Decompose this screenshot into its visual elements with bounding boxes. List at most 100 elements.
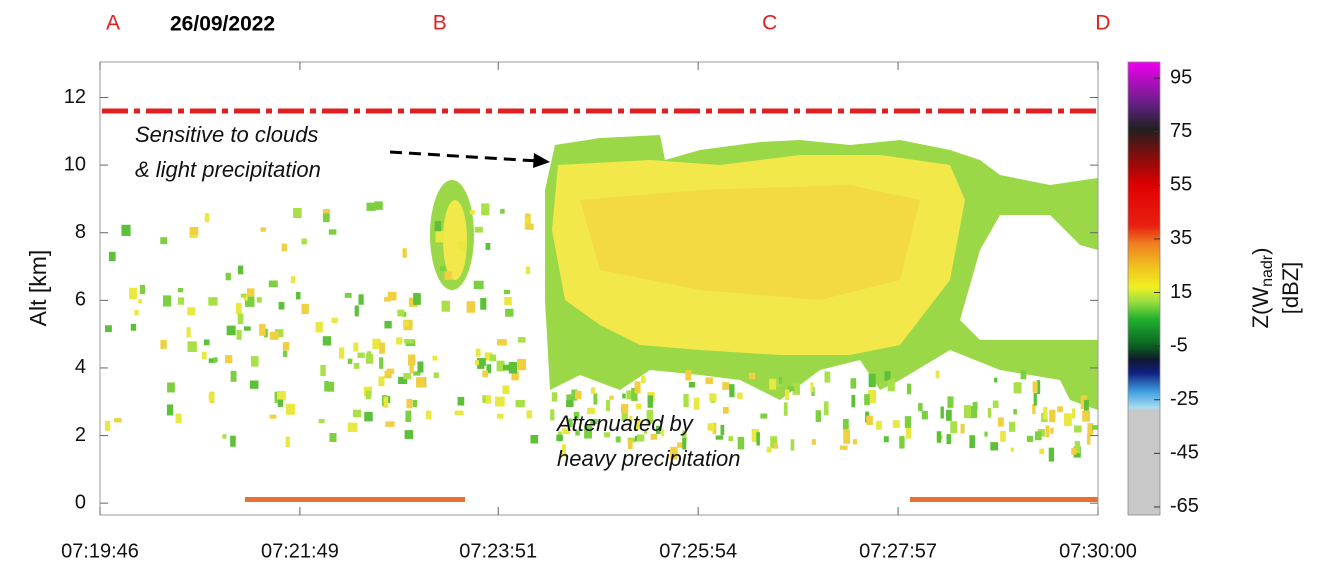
echo-pixel bbox=[1039, 448, 1045, 455]
echo-pixel bbox=[269, 331, 279, 340]
waypoint-label: B bbox=[433, 12, 447, 35]
y-axis-label: Alt [km] bbox=[25, 250, 51, 327]
echo-pixel bbox=[500, 208, 505, 214]
echo-pixel bbox=[208, 392, 215, 402]
echo-pixel bbox=[987, 408, 992, 418]
echo-pixel bbox=[365, 390, 371, 400]
y-tick-label: 10 bbox=[64, 153, 86, 175]
echo-pixel bbox=[729, 384, 735, 398]
echo-pixel bbox=[379, 342, 385, 354]
echo-pixel bbox=[994, 377, 998, 383]
echo-pixel bbox=[940, 406, 944, 419]
echo-pixel bbox=[550, 409, 555, 421]
echo-pixel bbox=[260, 227, 266, 232]
echo-pixel bbox=[1020, 370, 1027, 380]
echo-pixel bbox=[497, 339, 507, 346]
echo-pixel bbox=[486, 364, 492, 374]
echo-pixel bbox=[208, 358, 216, 363]
echo-pixel bbox=[992, 400, 999, 408]
echo-core bbox=[443, 200, 467, 280]
echo-pixel bbox=[622, 393, 626, 399]
colorbar-tick-label: 55 bbox=[1170, 174, 1192, 196]
echo-pixel bbox=[635, 403, 642, 409]
echo-pixel bbox=[398, 376, 408, 385]
echo-pixel bbox=[476, 358, 486, 366]
echo-pixel bbox=[425, 410, 432, 420]
echo-pixel bbox=[562, 428, 571, 435]
echo-pixel bbox=[502, 364, 513, 371]
echo-pixel bbox=[573, 411, 580, 419]
echo-pixel bbox=[269, 414, 277, 419]
echo-pixel bbox=[620, 403, 629, 414]
echo-pixel bbox=[615, 436, 621, 443]
echo-pixel bbox=[409, 363, 414, 374]
echo-pixel bbox=[301, 238, 307, 245]
echo-pixel bbox=[347, 422, 358, 432]
echo-pixel bbox=[328, 229, 337, 235]
echo-pixel bbox=[236, 330, 242, 340]
echo-pixel bbox=[868, 390, 877, 404]
echo-pixel bbox=[134, 309, 139, 316]
annotation-arrow bbox=[389, 150, 539, 163]
echo-pixel bbox=[344, 292, 352, 298]
echo-pixel bbox=[670, 446, 678, 460]
echo-pixel bbox=[114, 418, 122, 423]
echo-pixel bbox=[383, 396, 389, 408]
echo-pixel bbox=[175, 413, 182, 423]
echo-pixel bbox=[839, 445, 848, 450]
echo-pixel bbox=[605, 399, 610, 412]
echo-pixel bbox=[609, 395, 614, 400]
echo-pixel bbox=[162, 295, 172, 307]
echo-pixel bbox=[441, 300, 450, 312]
echo-pixel bbox=[477, 363, 485, 369]
surface-echo bbox=[910, 497, 1098, 502]
echo-pixel bbox=[327, 381, 335, 392]
echo-pixel bbox=[405, 410, 412, 422]
echo-pixel bbox=[160, 237, 168, 245]
echo-pixel bbox=[301, 303, 309, 315]
echo-pixel bbox=[277, 390, 286, 401]
echo-pixel bbox=[936, 431, 942, 443]
echo-pixel bbox=[737, 392, 743, 400]
echo-pixel bbox=[751, 428, 759, 443]
echo-pixel bbox=[997, 417, 1004, 427]
echo-pixel bbox=[748, 372, 755, 380]
y-tick-label: 0 bbox=[75, 491, 86, 513]
echo-pixel bbox=[353, 363, 360, 369]
x-tick-label: 07:30:00 bbox=[1059, 540, 1137, 562]
echo-pixel bbox=[628, 415, 633, 422]
echo-pixel bbox=[444, 271, 453, 280]
echo-pixel bbox=[790, 439, 795, 451]
echo-pixel bbox=[823, 401, 829, 416]
echo-pixel bbox=[166, 404, 174, 416]
echo-pixel bbox=[384, 296, 391, 302]
echo-pixel bbox=[230, 435, 236, 447]
echo-pixel bbox=[282, 350, 288, 358]
echo-pixel bbox=[277, 399, 283, 407]
echo-pixel bbox=[778, 376, 783, 385]
echo-pixel bbox=[792, 382, 800, 395]
echo-pixel bbox=[329, 432, 337, 443]
echo-pixel bbox=[105, 420, 111, 431]
echo-pixel bbox=[723, 406, 729, 414]
y-tick-label: 4 bbox=[75, 356, 86, 378]
echo-pixel bbox=[567, 418, 573, 428]
echo-pixel bbox=[525, 266, 531, 275]
arrow-head bbox=[533, 153, 550, 168]
y-tick-label: 12 bbox=[64, 86, 86, 108]
colorbar-title: Z(Wnadr) bbox=[1248, 248, 1276, 329]
echo-pixel bbox=[884, 370, 891, 381]
echo-pixel bbox=[1086, 434, 1091, 445]
echo-pixel bbox=[225, 272, 231, 281]
echo-pixel bbox=[566, 400, 574, 407]
echo-pixel bbox=[435, 230, 444, 243]
echo-pixel bbox=[402, 321, 409, 327]
echo-pixel bbox=[783, 402, 788, 416]
echo-pixel bbox=[1013, 382, 1022, 394]
echo-pixel bbox=[474, 226, 483, 233]
echo-pixel bbox=[634, 420, 642, 430]
echo-pixel bbox=[379, 357, 384, 369]
echo-pixel bbox=[1083, 399, 1089, 414]
axes: 0 2 4 6 8 10 12 07:19:46 07:21:49 07:23:51 07:25:5… bbox=[61, 62, 1137, 562]
echo-pixel bbox=[1043, 406, 1048, 420]
